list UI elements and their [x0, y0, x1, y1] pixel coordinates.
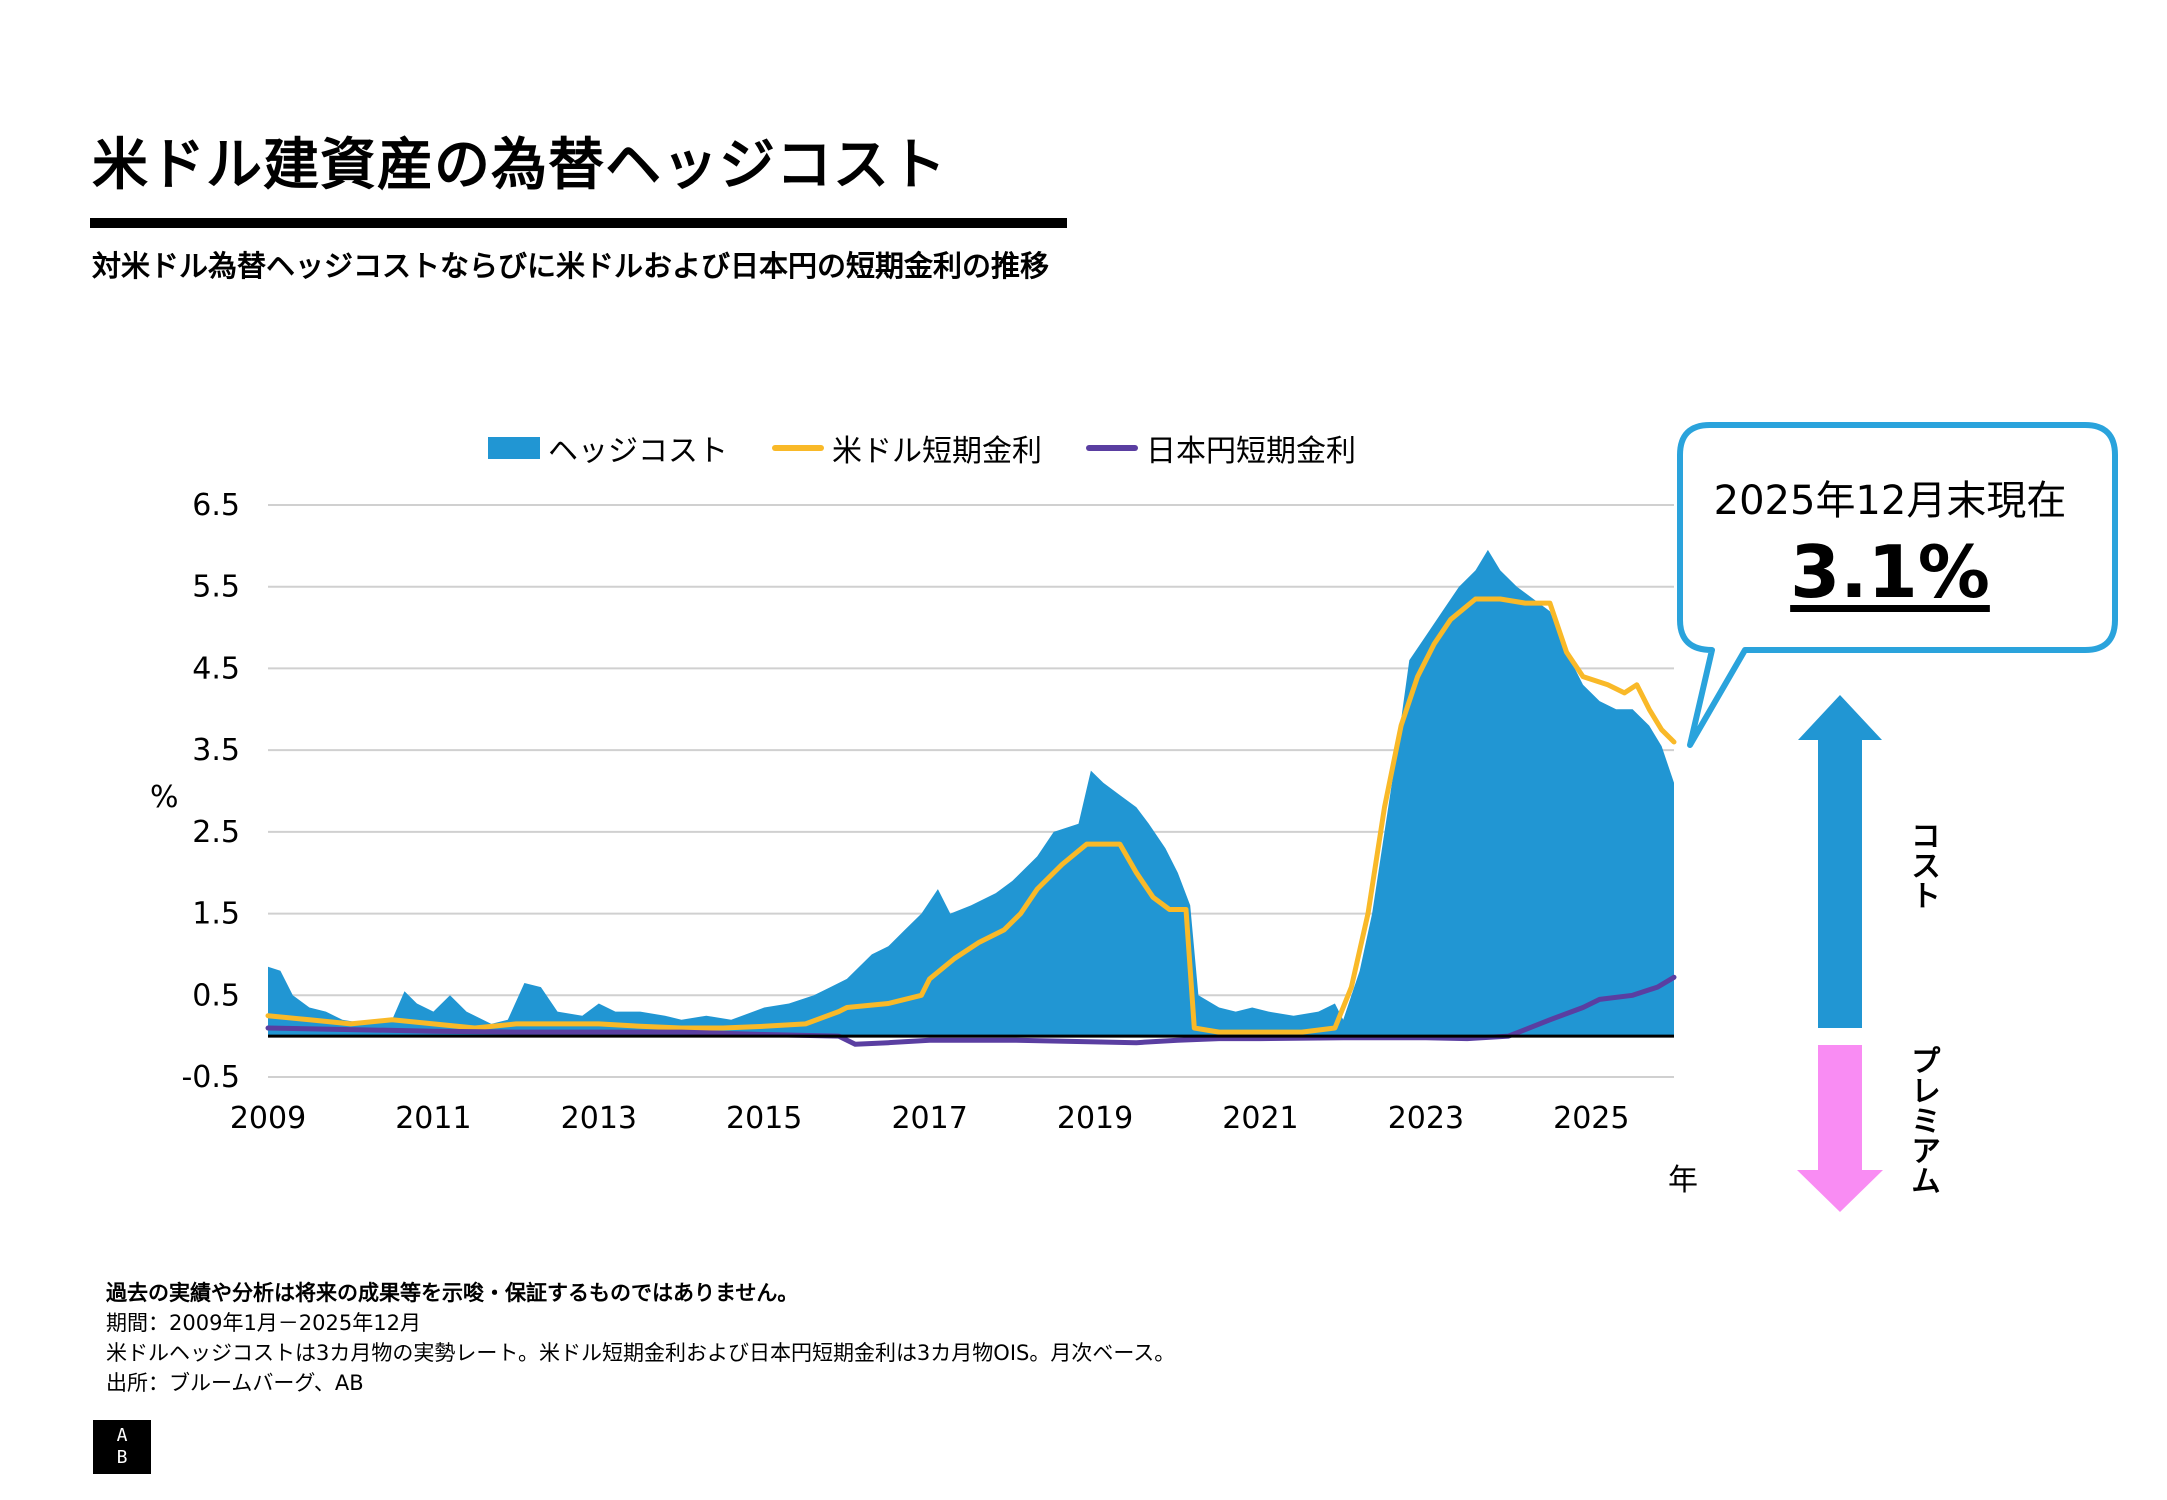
x-tick-label: 2011 [395, 1101, 471, 1136]
definition-text: 米ドルヘッジコストは3カ月物の実勢レート。米ドル短期金利および日本円短期金利は3… [106, 1341, 1176, 1365]
x-tick-label: 2019 [1057, 1101, 1133, 1136]
x-tick-label: 2021 [1222, 1101, 1298, 1136]
cost-arrow [1798, 695, 1882, 1028]
period-text: 期間：2009年1月－2025年12月 [106, 1311, 421, 1335]
source-text: 出所：ブルームバーグ、AB [106, 1371, 364, 1395]
y-tick-label: 2.5 [192, 815, 240, 850]
x-tick-label: 2013 [561, 1101, 637, 1136]
x-tick-label: 2009 [230, 1101, 306, 1136]
y-tick-label: 5.5 [192, 570, 240, 605]
y-tick-label: 1.5 [192, 897, 240, 932]
ab-logo: A B [93, 1420, 151, 1474]
series-line-usd-rate [265, 596, 1677, 1035]
legend-swatch-hedge-cost [488, 437, 540, 459]
y-tick-label: 3.5 [192, 733, 240, 768]
legend-item-jpy-rate: 日本円短期金利 [1086, 426, 1356, 470]
series-line-jpy-rate [265, 974, 1677, 1047]
x-tick-label: 2025 [1553, 1101, 1629, 1136]
footnotes: 過去の実績や分析は将来の成果等を示唆・保証するものではありません。 期間：200… [106, 1278, 1175, 1398]
legend-item-usd-rate: 米ドル短期金利 [772, 426, 1042, 470]
y-tick-label: -0.5 [181, 1060, 240, 1095]
premium-arrow [1797, 1045, 1883, 1212]
legend-swatch-usd-rate [772, 445, 824, 451]
callout-bubble [1677, 422, 2118, 748]
callout-date: 2025年12月末現在 [1713, 478, 2067, 524]
page-subtitle: 対米ドル為替ヘッジコストならびに米ドルおよび日本円の短期金利の推移 [92, 249, 1050, 283]
y-tick-label: 4.5 [192, 651, 240, 686]
disclaimer-text: 過去の実績や分析は将来の成果等を示唆・保証するものではありません。 [106, 1281, 799, 1305]
callout-value: 3.1% [1790, 530, 1990, 614]
x-axis-unit: 年 [1668, 1163, 1698, 1198]
x-tick-label: 2023 [1388, 1101, 1464, 1136]
x-tick-label: 2015 [726, 1101, 802, 1136]
chart-legend: ヘッジコスト 米ドル短期金利 日本円短期金利 [488, 426, 1356, 470]
legend-label-usd-rate: 米ドル短期金利 [832, 434, 1042, 469]
y-tick-label: 6.5 [192, 488, 240, 523]
y-axis-unit: % [150, 780, 179, 815]
premium-label: プレミアム [1905, 1045, 1940, 1195]
series-area-hedge-cost [268, 549, 1674, 1037]
tick-layer: -0.5 0.5 1.5 2.5 3.5 4.5 5.5 6.5 2009 2011 2013 201… [181, 488, 1629, 1136]
page-title: 米ドル建資産の為替ヘッジコスト [92, 133, 947, 198]
area-layer [268, 549, 1674, 1037]
line-layer [265, 596, 1677, 1047]
legend-swatch-jpy-rate [1086, 445, 1138, 451]
y-tick-label: 0.5 [192, 978, 240, 1013]
x-tick-label: 2017 [891, 1101, 967, 1136]
legend-label-hedge-cost: ヘッジコスト [548, 434, 728, 469]
title-rule [90, 218, 1067, 228]
logo-bottom-letter: B [116, 1447, 128, 1468]
logo-top-letter: A [116, 1425, 128, 1446]
legend-item-hedge-cost: ヘッジコスト [488, 426, 728, 470]
cost-label: コスト [1905, 820, 1940, 910]
legend-label-jpy-rate: 日本円短期金利 [1146, 434, 1356, 469]
